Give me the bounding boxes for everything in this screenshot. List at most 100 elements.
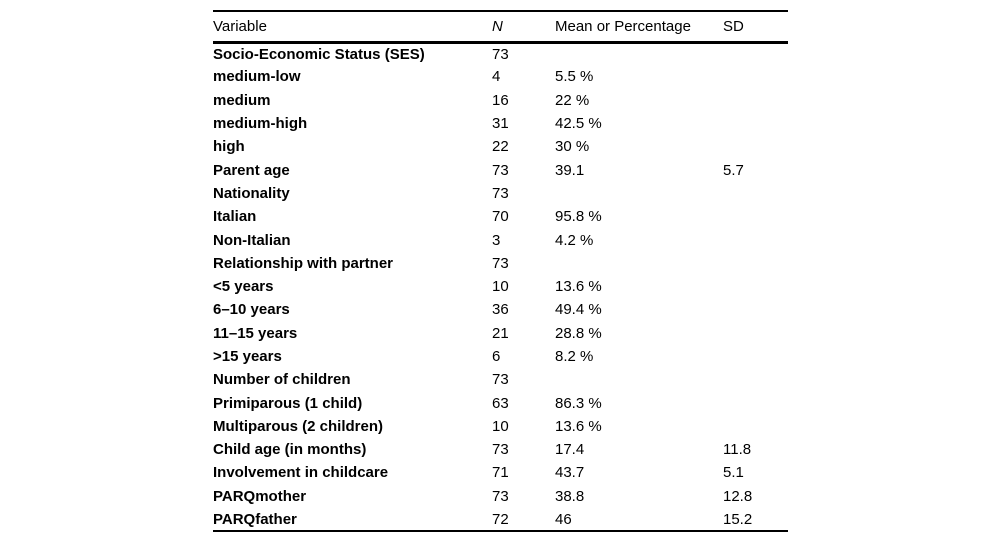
col-header-sd: SD bbox=[723, 17, 744, 35]
cell-sd bbox=[723, 345, 788, 368]
cell-sd: 11.8 bbox=[723, 441, 752, 459]
table-header-row: Variable N Mean or Percentage SD bbox=[213, 11, 788, 42]
cell-mean: 86.3 % bbox=[555, 394, 602, 412]
cell-mean: 13.6 % bbox=[555, 278, 602, 296]
cell-mean: 39.1 bbox=[555, 161, 585, 179]
cell-mean bbox=[555, 252, 723, 275]
cell-variable: 11–15 years bbox=[213, 324, 298, 342]
cell-sd bbox=[723, 135, 788, 158]
table-row: Italian 70 95.8 % bbox=[213, 205, 788, 228]
stats-table: Variable N Mean or Percentage SD Socio-E… bbox=[213, 10, 788, 533]
cell-n: 73 bbox=[492, 371, 509, 389]
table-row: Non-Italian 3 4.2 % bbox=[213, 228, 788, 251]
cell-n: 73 bbox=[492, 45, 509, 63]
cell-sd bbox=[723, 415, 788, 438]
cell-variable: high bbox=[213, 138, 245, 156]
table-row: Multiparous (2 children) 10 13.6 % bbox=[213, 415, 788, 438]
cell-mean: 4.2 % bbox=[555, 231, 594, 249]
cell-mean: 13.6 % bbox=[555, 417, 602, 435]
col-header-mean-or-percentage: Mean or Percentage bbox=[555, 17, 691, 35]
cell-n: 31 bbox=[492, 115, 509, 133]
cell-sd bbox=[723, 182, 788, 205]
cell-n: 73 bbox=[492, 441, 509, 459]
cell-n: 71 bbox=[492, 464, 509, 482]
cell-sd bbox=[723, 89, 788, 112]
table-body: Socio-Economic Status (SES) 73 medium-lo… bbox=[213, 42, 788, 531]
cell-n: 72 bbox=[492, 510, 509, 528]
cell-sd bbox=[723, 322, 788, 345]
cell-mean bbox=[555, 182, 723, 205]
cell-mean: 8.2 % bbox=[555, 348, 594, 365]
table-row: medium-low 4 5.5 % bbox=[213, 65, 788, 88]
cell-n: 10 bbox=[492, 417, 509, 435]
cell-sd bbox=[723, 275, 788, 298]
table-row: Number of children 73 bbox=[213, 368, 788, 391]
cell-n: 3 bbox=[492, 231, 501, 249]
table-row: medium-high 31 42.5 % bbox=[213, 112, 788, 135]
cell-mean: 30 % bbox=[555, 138, 590, 156]
col-header-variable: Variable bbox=[213, 17, 267, 35]
cell-variable: Socio-Economic Status (SES) bbox=[213, 45, 425, 63]
cell-variable: 6–10 years bbox=[213, 301, 290, 319]
cell-n: 22 bbox=[492, 138, 509, 156]
cell-mean: 5.5 % bbox=[555, 68, 594, 86]
cell-variable: Involvement in childcare bbox=[213, 464, 389, 482]
table-row: Child age (in months) 73 17.4 11.8 bbox=[213, 438, 788, 461]
table-row: <5 years 10 13.6 % bbox=[213, 275, 788, 298]
cell-variable: PARQfather bbox=[213, 510, 297, 528]
cell-sd bbox=[723, 65, 788, 88]
cell-n: 10 bbox=[492, 278, 509, 296]
demographics-table: Variable N Mean or Percentage SD Socio-E… bbox=[213, 10, 788, 533]
cell-variable: Nationality bbox=[213, 184, 290, 202]
cell-n: 63 bbox=[492, 394, 509, 412]
cell-n: 70 bbox=[492, 208, 509, 226]
cell-mean: 43.7 bbox=[555, 464, 585, 482]
table-row: high 22 30 % bbox=[213, 135, 788, 158]
cell-mean: 46 bbox=[555, 510, 572, 528]
cell-variable: medium-low bbox=[213, 68, 301, 86]
cell-sd bbox=[723, 205, 788, 228]
cell-variable: Relationship with partner bbox=[213, 254, 394, 272]
cell-sd bbox=[723, 42, 788, 65]
cell-n: 36 bbox=[492, 301, 509, 319]
cell-sd: 15.2 bbox=[723, 510, 753, 528]
cell-n: 16 bbox=[492, 91, 509, 109]
cell-sd bbox=[723, 391, 788, 414]
cell-variable: <5 years bbox=[213, 278, 274, 296]
cell-sd bbox=[723, 228, 788, 251]
cell-mean: 49.4 % bbox=[555, 301, 602, 319]
cell-mean bbox=[555, 368, 723, 391]
cell-mean: 38.8 bbox=[555, 487, 585, 505]
cell-sd bbox=[723, 112, 788, 135]
cell-mean: 28.8 % bbox=[555, 324, 602, 342]
cell-variable: medium-high bbox=[213, 115, 308, 133]
cell-mean: 95.8 % bbox=[555, 208, 602, 226]
table-row: Parent age 73 39.1 5.7 bbox=[213, 158, 788, 181]
cell-n: 73 bbox=[492, 487, 509, 505]
table-row: 11–15 years 21 28.8 % bbox=[213, 322, 788, 345]
cell-variable: >15 years bbox=[213, 348, 282, 365]
cell-variable: PARQmother bbox=[213, 487, 307, 505]
cell-mean: 42.5 % bbox=[555, 115, 602, 133]
cell-sd: 5.7 bbox=[723, 161, 744, 179]
table-row: PARQfather 72 46 15.2 bbox=[213, 508, 788, 531]
table-row: Relationship with partner 73 bbox=[213, 252, 788, 275]
table-row: Socio-Economic Status (SES) 73 bbox=[213, 42, 788, 65]
cell-n: 73 bbox=[492, 161, 509, 179]
cell-mean bbox=[555, 42, 723, 65]
cell-sd bbox=[723, 298, 788, 321]
cell-variable: Multiparous (2 children) bbox=[213, 417, 384, 435]
cell-n: 4 bbox=[492, 68, 501, 86]
cell-variable: Non-Italian bbox=[213, 231, 291, 249]
table-row: Involvement in childcare 71 43.7 5.1 bbox=[213, 461, 788, 484]
table-row: Nationality 73 bbox=[213, 182, 788, 205]
table-row: Primiparous (1 child) 63 86.3 % bbox=[213, 391, 788, 414]
cell-n: 21 bbox=[492, 324, 509, 342]
table-row: >15 years 6 8.2 % bbox=[213, 345, 788, 368]
cell-variable: Italian bbox=[213, 208, 257, 226]
cell-mean: 22 % bbox=[555, 91, 590, 109]
cell-n: 6 bbox=[492, 348, 501, 365]
cell-variable: Parent age bbox=[213, 161, 290, 179]
col-header-n: N bbox=[492, 17, 503, 35]
